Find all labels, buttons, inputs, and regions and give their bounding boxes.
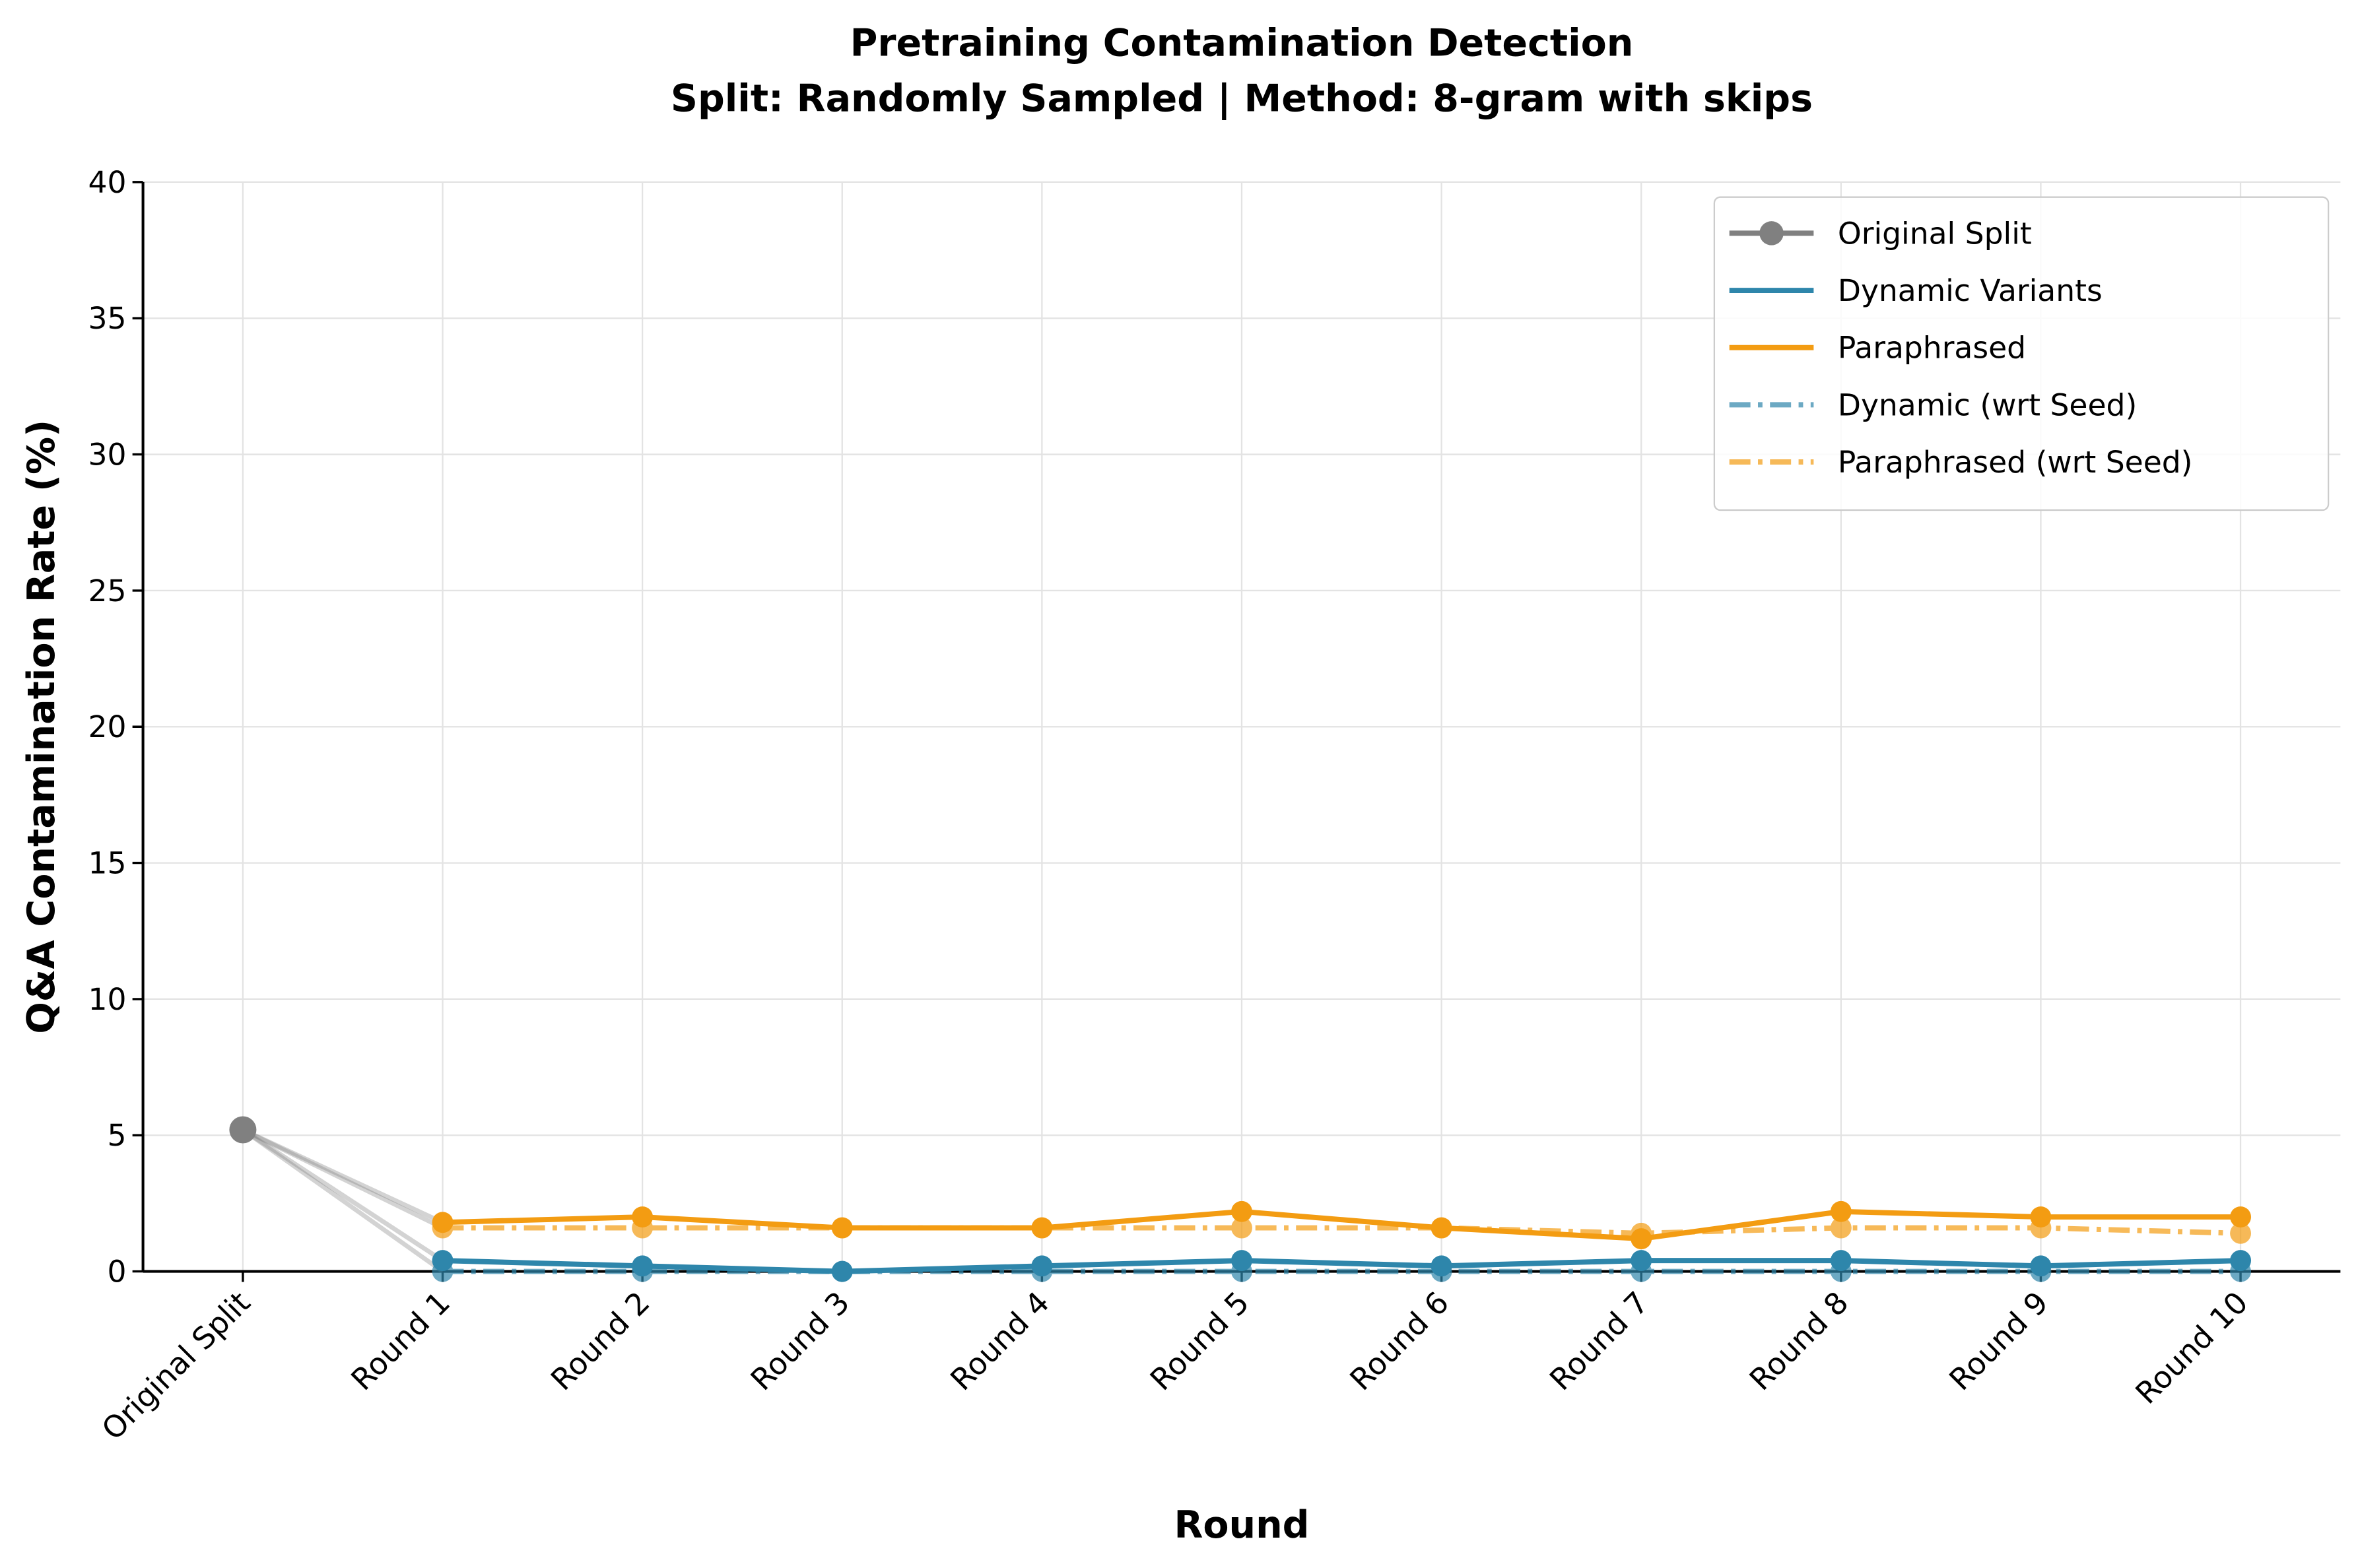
chart-subtitle: Split: Randomly Sampled | Method: 8-gram… (671, 77, 1813, 121)
connector (241, 1128, 444, 1274)
series (432, 1260, 2252, 1282)
y-tick-label: 40 (88, 165, 127, 200)
legend-box (1713, 196, 2330, 511)
x-axis-label: Round (1174, 1503, 1309, 1547)
point (2230, 1222, 2252, 1244)
x-tick-label: Round 9 (1943, 1285, 2055, 1397)
legend-label: Dynamic Variants (1838, 273, 2103, 308)
x-tick-label: Original Split (95, 1285, 257, 1447)
x-tick-label: Round 3 (744, 1285, 856, 1397)
x-tick-label: Round 1 (345, 1285, 457, 1397)
point (2230, 1260, 2252, 1282)
series (229, 1116, 257, 1144)
legend-label: Paraphrased (1838, 331, 2026, 366)
y-tick-label: 25 (88, 573, 127, 608)
series-line (442, 1208, 2241, 1242)
y-tick-label: 30 (88, 438, 127, 473)
point (632, 1217, 654, 1239)
y-tick-label: 10 (88, 982, 127, 1017)
point (2030, 1260, 2052, 1282)
point (229, 1116, 257, 1144)
point (1631, 1260, 1652, 1282)
connector (242, 1127, 444, 1230)
point (1231, 1200, 1252, 1222)
y-tick-label: 0 (108, 1255, 127, 1290)
point (1830, 1200, 1852, 1222)
x-tick-label: Round 8 (1743, 1285, 1855, 1397)
x-tick-label: Round 2 (544, 1285, 656, 1397)
series-line (442, 1258, 2241, 1274)
point (1830, 1217, 1852, 1239)
x-tick-label: Round 5 (1143, 1285, 1256, 1397)
point (1431, 1260, 1452, 1282)
point (831, 1217, 853, 1239)
point (1631, 1222, 1652, 1244)
series (432, 1250, 2252, 1282)
y-tick-label: 5 (108, 1118, 127, 1153)
connector (242, 1127, 444, 1225)
point (1031, 1260, 1053, 1282)
series (432, 1217, 2252, 1244)
chart-title: Pretraining Contamination Detection (850, 21, 1634, 65)
legend-label: Paraphrased (wrt Seed) (1838, 445, 2193, 480)
point (1231, 1260, 1252, 1282)
x-tick-label: Round 4 (944, 1285, 1056, 1397)
point (1231, 1217, 1252, 1239)
x-tick-label: Round 10 (2129, 1285, 2255, 1411)
point (1031, 1217, 1053, 1239)
legend-label: Dynamic (wrt Seed) (1838, 387, 2137, 422)
series (432, 1200, 2252, 1250)
legend-label: Original Split (1838, 216, 2032, 251)
point (432, 1260, 454, 1282)
connector (242, 1128, 444, 1262)
x-tick-label: Round 6 (1343, 1285, 1456, 1397)
point (1431, 1217, 1452, 1239)
y-axis-label: Q&A Contamination Rate (%) (20, 420, 63, 1034)
point (2230, 1206, 2252, 1228)
legend-marker (1759, 221, 1784, 245)
point (2030, 1217, 2052, 1239)
y-tick-label: 15 (88, 846, 127, 881)
x-tick-label: Round 7 (1543, 1285, 1655, 1397)
y-tick-label: 20 (88, 709, 127, 744)
point (432, 1217, 454, 1239)
point (1830, 1260, 1852, 1282)
point (632, 1260, 654, 1282)
series-line (442, 1225, 2241, 1236)
point (831, 1260, 853, 1282)
y-tick-label: 35 (88, 301, 127, 336)
